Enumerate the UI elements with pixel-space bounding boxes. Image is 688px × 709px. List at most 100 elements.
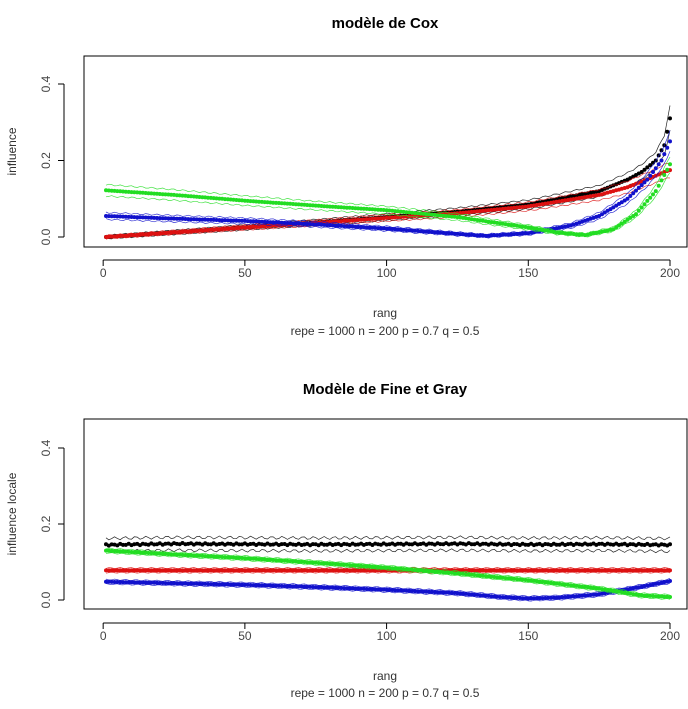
data-point (186, 581, 191, 586)
data-point (140, 580, 145, 585)
chart-title: Modèle de Fine et Gray (303, 381, 468, 398)
data-point (404, 588, 409, 593)
data-point (225, 555, 230, 560)
data-point (438, 213, 443, 218)
data-point (276, 568, 281, 573)
data-point (180, 568, 185, 573)
data-point (370, 587, 375, 592)
data-point (480, 208, 485, 213)
panel-2 (58, 418, 688, 629)
data-point (223, 582, 227, 587)
data-point (639, 170, 644, 174)
data-point (271, 220, 276, 225)
data-point (259, 219, 264, 224)
data-point (313, 585, 318, 590)
data-point (600, 568, 604, 573)
x-tick-label: 100 (377, 266, 397, 280)
data-point (166, 216, 171, 221)
data-point (237, 582, 242, 587)
data-point (135, 580, 140, 585)
data-point (322, 204, 327, 209)
data-point (242, 225, 247, 230)
data-point (387, 215, 392, 220)
data-point (336, 585, 341, 590)
data-point (551, 568, 556, 573)
x-tick-label: 150 (518, 266, 538, 280)
data-point (118, 568, 123, 573)
data-point (189, 194, 193, 199)
data-point (330, 585, 335, 590)
data-point (625, 196, 630, 201)
data-point (330, 561, 335, 566)
data-point (489, 568, 494, 573)
data-point (503, 576, 508, 581)
data-point (265, 200, 270, 205)
data-point (427, 589, 432, 594)
data-point (571, 594, 576, 599)
data-point (653, 166, 658, 171)
data-point (223, 226, 227, 231)
data-point (220, 218, 225, 223)
data-point (146, 551, 151, 555)
data-point (180, 193, 185, 198)
data-point (653, 568, 658, 573)
data-point (378, 207, 383, 212)
data-point (336, 568, 341, 573)
data-point (118, 234, 123, 238)
data-point (237, 218, 242, 223)
data-point (662, 594, 667, 599)
data-point (617, 223, 621, 228)
data-point (628, 215, 633, 220)
data-point (197, 581, 202, 586)
data-point (551, 595, 556, 600)
data-point (665, 167, 670, 172)
data-point (203, 568, 208, 573)
data-point (446, 590, 451, 595)
data-point (180, 229, 185, 234)
data-point (645, 165, 650, 170)
data-point (356, 224, 361, 229)
data-point (376, 226, 381, 231)
data-point (469, 568, 474, 573)
data-point (217, 218, 222, 223)
data-point (257, 219, 261, 224)
data-point (126, 549, 131, 554)
data-point (189, 553, 193, 558)
data-point (381, 216, 386, 221)
data-point (619, 200, 624, 205)
data-point (421, 589, 426, 594)
data-point (656, 568, 661, 573)
data-point (387, 587, 392, 592)
data-point (296, 568, 301, 573)
data-point (200, 568, 205, 573)
data-point (109, 568, 114, 573)
data-point (149, 551, 154, 556)
data-point (472, 209, 477, 214)
series-band-line (105, 571, 671, 574)
data-point (140, 232, 145, 237)
data-point (211, 568, 216, 573)
data-point (126, 214, 131, 219)
data-point (554, 581, 559, 586)
panel-1 (58, 55, 688, 266)
data-point (322, 568, 327, 573)
data-point (248, 583, 253, 587)
data-point (231, 197, 236, 202)
data-point (543, 596, 548, 600)
data-point (197, 568, 202, 573)
data-point (353, 586, 358, 591)
data-point (628, 542, 633, 547)
data-point (339, 562, 344, 567)
x-tick-label: 50 (238, 266, 252, 280)
data-point (138, 215, 142, 220)
data-point (129, 568, 134, 573)
data-point (172, 192, 176, 197)
data-point (597, 214, 602, 218)
data-point (566, 568, 570, 573)
data-point (631, 191, 636, 196)
data-point (155, 568, 159, 573)
data-point (588, 568, 593, 573)
data-point (172, 216, 176, 221)
data-point (177, 568, 182, 573)
data-point (313, 560, 318, 565)
